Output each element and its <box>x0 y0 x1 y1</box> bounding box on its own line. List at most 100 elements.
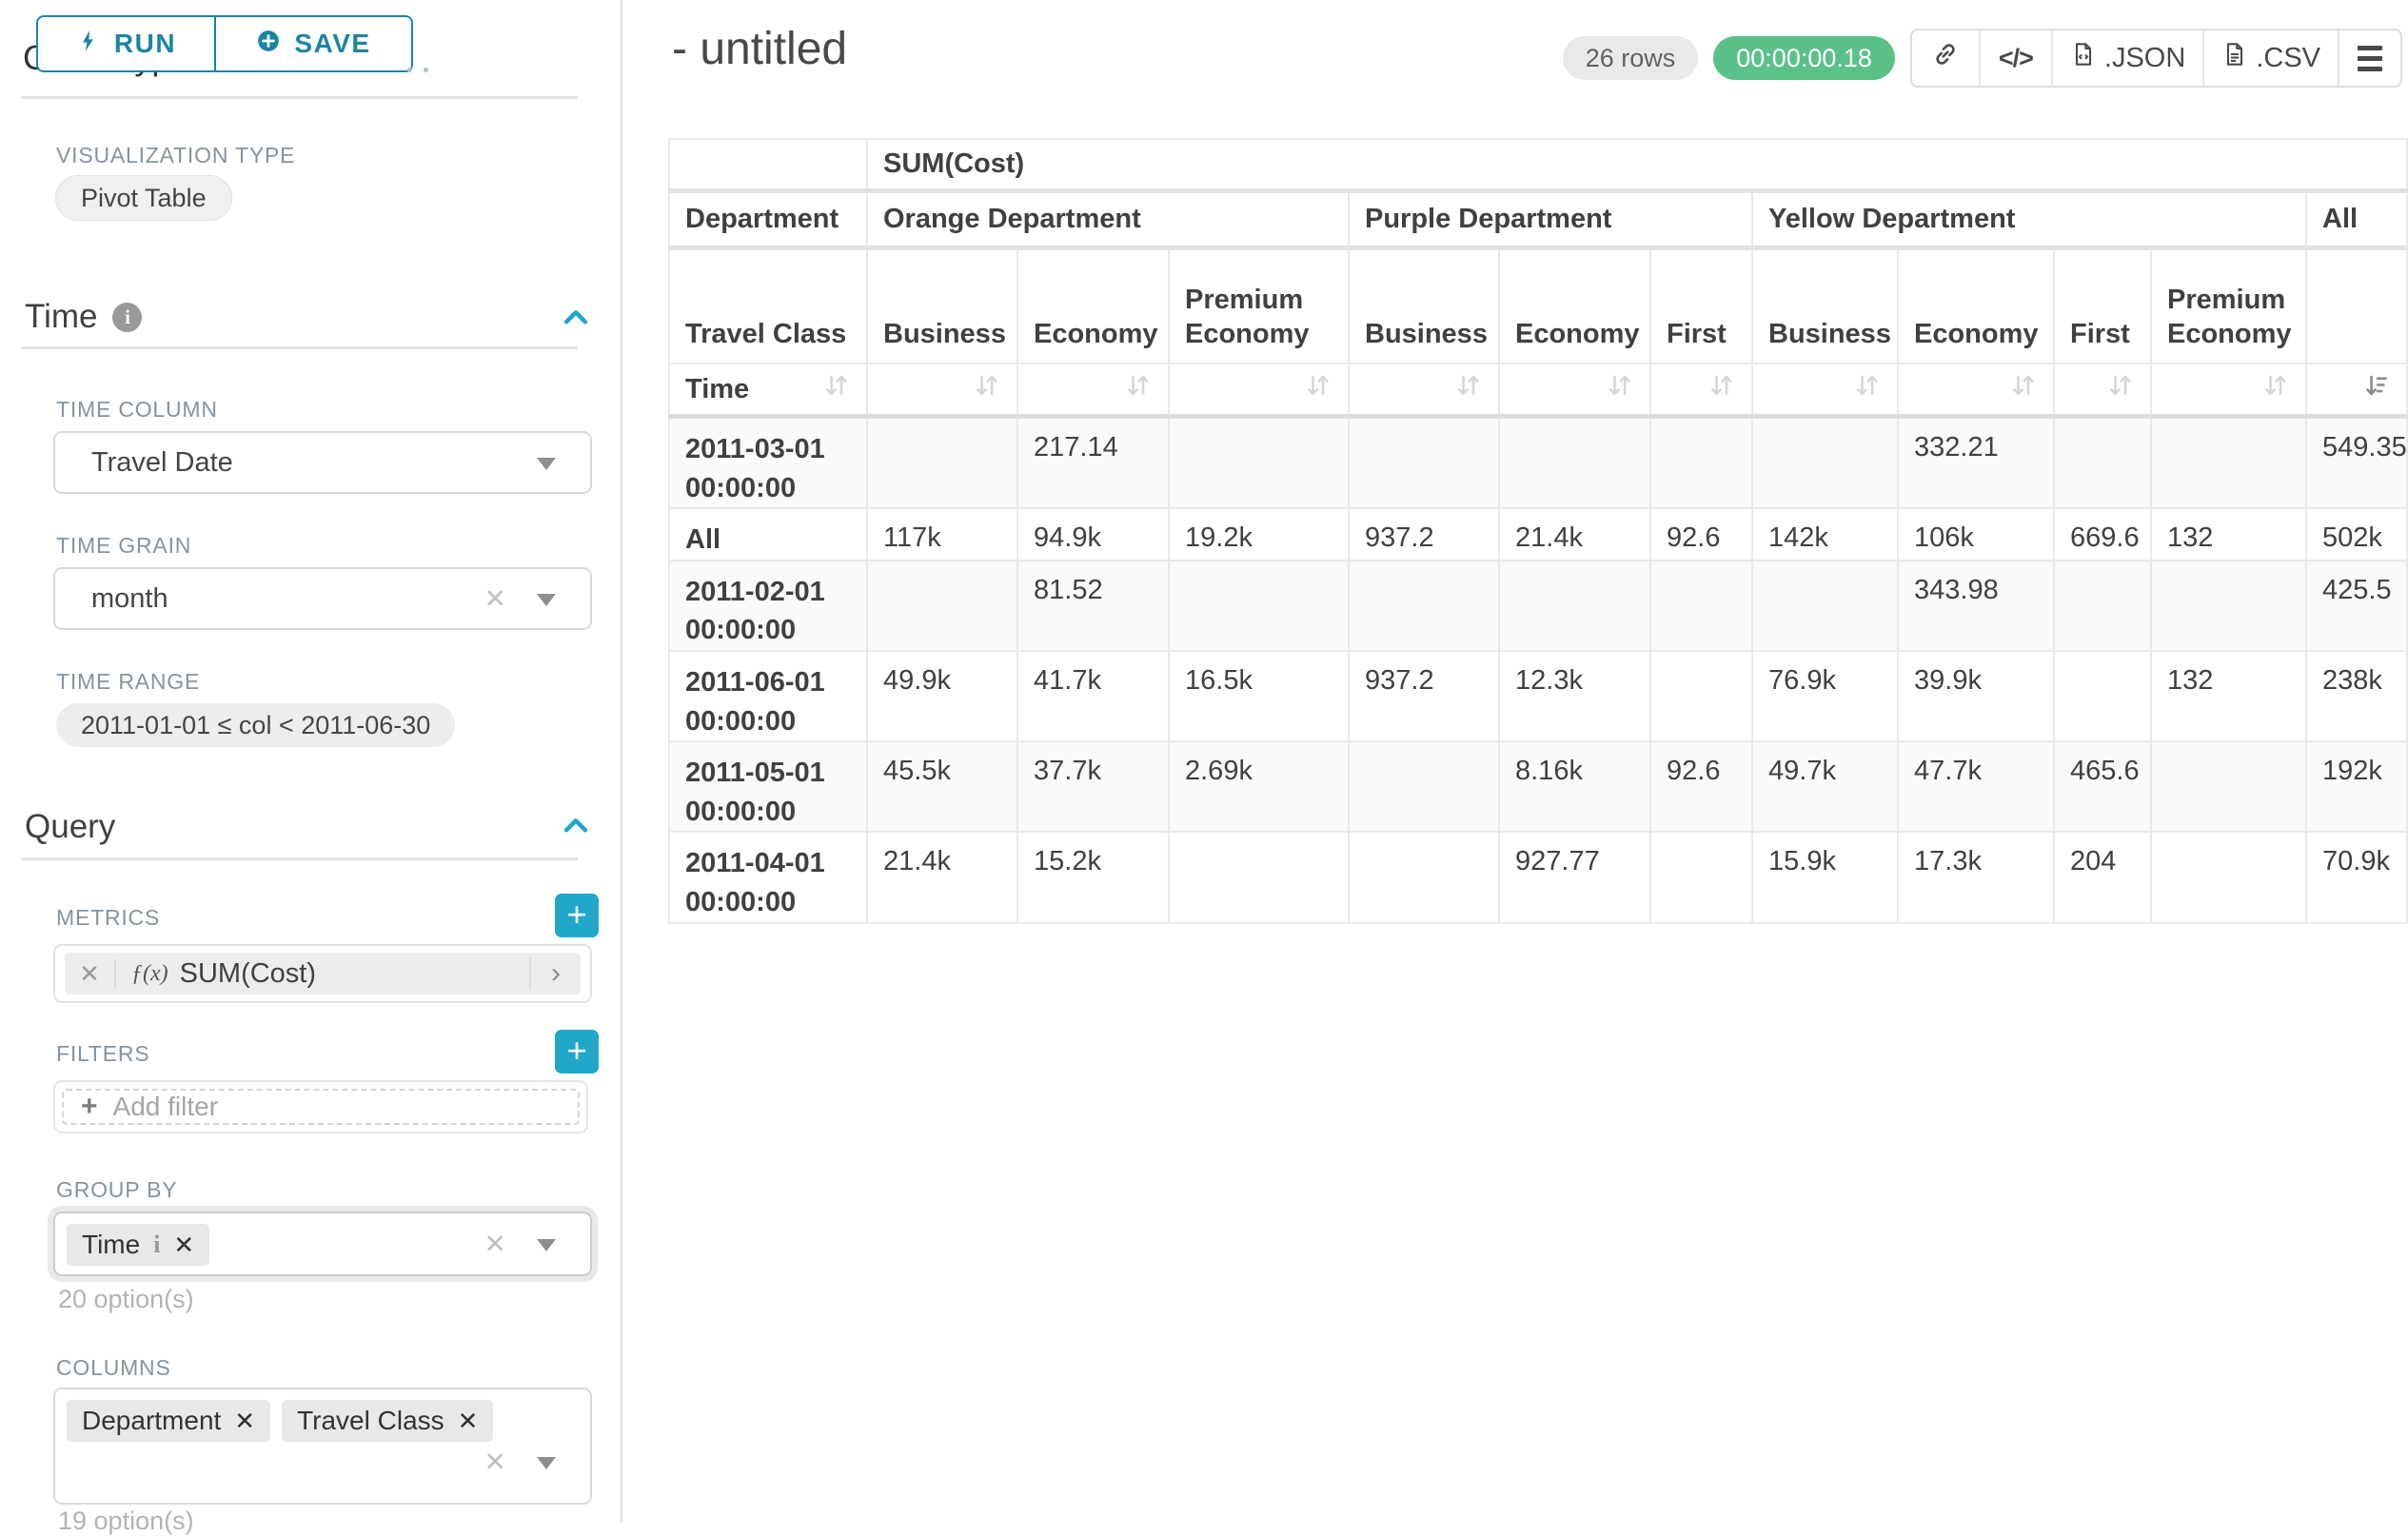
pivot-cell: 142k <box>1751 507 1899 561</box>
time-column-value: Travel Date <box>91 446 233 478</box>
info-icon[interactable]: i <box>112 302 143 332</box>
time-grain-select[interactable]: month ✕ <box>53 567 592 630</box>
caret-down-icon[interactable] <box>537 1457 556 1469</box>
collapse-time-chevron-icon[interactable] <box>560 302 592 334</box>
query-timer-badge: 00:00:00.18 <box>1713 36 1895 80</box>
remove-metric-icon[interactable]: ✕ <box>65 958 116 989</box>
section-divider <box>21 857 578 860</box>
add-metric-button[interactable] <box>555 894 599 937</box>
sort-icon[interactable] <box>2105 371 2135 408</box>
sort-icon[interactable] <box>972 371 1001 408</box>
pivot-row-key: 2011-06-01 00:00:00 <box>668 649 868 743</box>
viz-type-pill[interactable]: Pivot Table <box>55 175 232 221</box>
sortable-column-header[interactable] <box>1016 363 1170 419</box>
copy-link-button[interactable] <box>1912 30 1981 86</box>
panel-drag-dots <box>407 68 428 72</box>
pivot-time-header[interactable]: Time <box>668 363 868 419</box>
chevron-right-icon[interactable]: › <box>529 957 581 990</box>
function-icon: ƒ(x) <box>131 960 168 986</box>
export-json-button[interactable]: .JSON <box>2053 30 2205 86</box>
pivot-cell: 37.7k <box>1016 740 1170 834</box>
columns-options-hint: 19 option(s) <box>58 1506 194 1535</box>
sort-desc-active-header[interactable] <box>2304 363 2408 419</box>
sortable-column-header[interactable] <box>1348 363 1500 419</box>
sortable-column-header[interactable] <box>2150 363 2307 419</box>
pivot-cell: 332.21 <box>1897 415 2055 510</box>
chart-area: - untitled 26 rows 00:00:00.18 </> .JSON <box>622 0 2408 1523</box>
filters-container: + Add filter <box>53 1080 588 1133</box>
time-section-heading: Time i <box>25 298 143 336</box>
sortable-column-header[interactable] <box>1751 363 1899 419</box>
sort-icon[interactable] <box>1707 371 1736 408</box>
pivot-cell: 17.3k <box>1897 831 2055 924</box>
pivot-cell: 117k <box>866 507 1018 561</box>
pivot-cell: 8.16k <box>1498 740 1651 834</box>
sort-icon[interactable] <box>821 371 851 408</box>
row-count-badge: 26 rows <box>1562 36 1699 80</box>
clear-icon[interactable]: ✕ <box>484 1447 506 1477</box>
sort-icon[interactable] <box>1605 371 1634 408</box>
run-button[interactable]: RUN <box>38 17 216 70</box>
columns-select[interactable]: Department ✕ Travel Class ✕ ✕ <box>53 1388 592 1505</box>
sort-icon[interactable] <box>2260 371 2290 408</box>
export-csv-label: .CSV <box>2256 42 2320 73</box>
group-by-select[interactable]: Time i ✕ ✕ <box>53 1211 592 1276</box>
add-filter-plus-button[interactable] <box>555 1030 599 1073</box>
pivot-cell: 15.2k <box>1016 831 1170 924</box>
group-by-label: GROUP BY <box>56 1177 178 1202</box>
sort-icon[interactable] <box>1123 371 1153 408</box>
menu-button[interactable] <box>2339 30 2400 86</box>
caret-down-icon[interactable] <box>537 1239 556 1251</box>
sort-icon[interactable] <box>1453 371 1483 408</box>
export-csv-button[interactable]: .CSV <box>2204 30 2339 86</box>
pivot-department-label: Department <box>668 189 868 250</box>
metric-chip[interactable]: ✕ ƒ(x) SUM(Cost) › <box>65 953 581 994</box>
time-column-select[interactable]: Travel Date <box>53 431 592 494</box>
sortable-column-header[interactable] <box>2053 363 2152 419</box>
pivot-cell <box>1649 415 1753 510</box>
sortable-column-header[interactable] <box>1168 363 1350 419</box>
sortable-column-header[interactable] <box>1897 363 2055 419</box>
pivot-cell <box>2053 649 2152 743</box>
pivot-cell <box>2150 415 2307 510</box>
time-range-pill[interactable]: 2011-01-01 ≤ col < 2011-06-30 <box>56 703 456 747</box>
selected-option-chip[interactable]: Department ✕ <box>67 1400 271 1442</box>
sort-icon[interactable] <box>1852 371 1882 408</box>
pivot-travel-class-label: Travel Class <box>668 246 868 364</box>
pivot-cell: 92.6 <box>1649 507 1753 561</box>
pivot-cell: 502k <box>2304 507 2408 561</box>
selected-option-chip[interactable]: Travel Class ✕ <box>282 1400 494 1442</box>
clear-icon[interactable]: ✕ <box>484 583 506 614</box>
export-json-label: .JSON <box>2103 42 2186 73</box>
caret-down-icon <box>537 458 556 470</box>
pivot-cell: 21.4k <box>1498 507 1651 561</box>
collapse-query-chevron-icon[interactable] <box>560 810 592 842</box>
pivot-cell: 927.77 <box>1498 831 1651 924</box>
sortable-column-header[interactable] <box>1649 363 1753 419</box>
info-icon[interactable]: i <box>153 1231 161 1258</box>
selected-option-chip[interactable]: Time i ✕ <box>67 1224 210 1266</box>
remove-chip-icon[interactable]: ✕ <box>173 1230 195 1259</box>
sort-desc-icon[interactable] <box>2361 371 2391 408</box>
sort-icon[interactable] <box>1303 371 1332 408</box>
pivot-cell: 70.9k <box>2304 831 2408 924</box>
sortable-column-header[interactable] <box>1498 363 1651 419</box>
clear-icon[interactable]: ✕ <box>484 1229 506 1259</box>
remove-chip-icon[interactable]: ✕ <box>457 1406 479 1435</box>
pivot-travel-class-header: First <box>1649 246 1753 364</box>
run-save-button-group: RUN SAVE <box>36 15 413 72</box>
pivot-cell <box>1168 415 1350 510</box>
pivot-data-row: 2011-04-01 00:00:00 21.4k 15.2k 927.77 15.9k… <box>668 831 2408 924</box>
add-filter-button[interactable]: + Add filter <box>62 1089 580 1125</box>
sortable-column-header[interactable] <box>866 363 1018 419</box>
save-button[interactable]: SAVE <box>216 17 411 70</box>
pivot-row-key: 2011-02-01 00:00:00 <box>668 559 868 652</box>
chip-label: Travel Class <box>297 1406 444 1435</box>
sort-icon[interactable] <box>2008 371 2038 408</box>
query-section-title: Query <box>25 808 116 845</box>
lightning-icon <box>76 29 101 60</box>
view-query-button[interactable]: </> <box>1981 30 2053 86</box>
remove-chip-icon[interactable]: ✕ <box>234 1406 256 1435</box>
pivot-data-row: 2011-03-01 00:00:00 217.14 332.21 549.35 <box>668 415 2408 510</box>
pivot-cell: 39.9k <box>1897 649 2055 743</box>
